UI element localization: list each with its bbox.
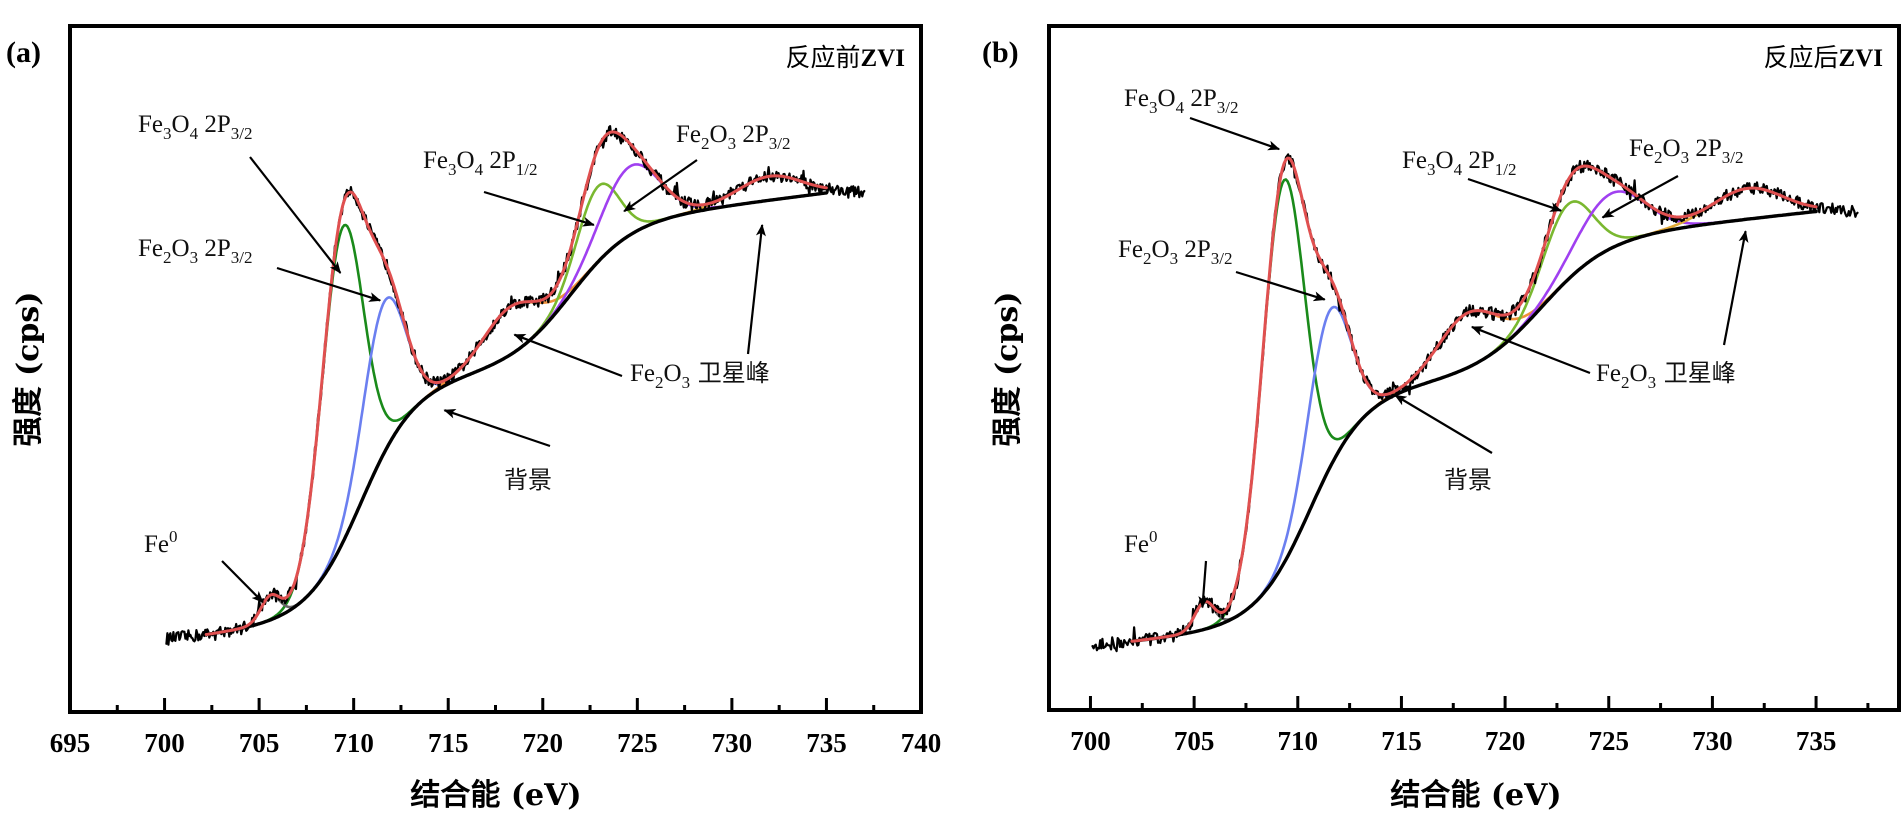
x-tick-label: 735 — [1796, 726, 1837, 756]
annotation-label-satellite: Fe2O3 卫星峰 — [630, 359, 770, 392]
annotation-arrow — [1722, 230, 1749, 346]
annotation-arrow — [276, 266, 382, 302]
annotation-arrow — [1601, 175, 1679, 219]
annotation-label-fe2o3_2p32: Fe2O3 2P3/2 — [1629, 135, 1743, 167]
raw-data-curve — [1091, 153, 1859, 653]
x-ticks-b: 700 705 710 715 720 725 730 735 — [1070, 696, 1870, 756]
annotation-arrow — [1189, 116, 1281, 151]
annotation-label-fe0: Fe0 — [1124, 527, 1158, 558]
annotation-arrow — [249, 156, 342, 274]
annotation-label-fe2o3_2p32: Fe2O3 2P3/2 — [138, 235, 252, 267]
annotation-label-fe3o4_2p32: Fe3O4 2P3/2 — [1124, 85, 1238, 117]
envelope-fit-curve — [204, 130, 828, 636]
x-tick-label: 715 — [1381, 726, 1422, 756]
panel-b: (b) 700 705 710 715 720 725 730 735 反应后ZVI 结合能 … — [982, 24, 1901, 813]
x-tick-label: 720 — [1485, 726, 1526, 756]
y-axis-title-a: 强度 (cps) — [11, 292, 46, 447]
annotation-arrow — [513, 333, 623, 378]
plot-area-b — [1091, 153, 1859, 653]
annotation-arrow — [1235, 270, 1326, 302]
component-curve-fe2o3-2p32-low — [1130, 210, 1818, 643]
component-curve-satellite — [1130, 210, 1818, 643]
annotation-label-fe2o3_2p32: Fe2O3 2P3/2 — [676, 121, 790, 153]
panel-title-b: 反应后ZVI — [1764, 43, 1883, 72]
annotation-arrow — [443, 408, 551, 448]
component-curve-satellite-2 — [1130, 186, 1818, 643]
component-curve-fe2o3-2p32-high — [1130, 190, 1818, 643]
x-tick-label: 700 — [1070, 726, 1111, 756]
annotations-a: Fe3O4 2P3/2 Fe2O3 2P3/2 Fe3O4 2P1/2 Fe2O3 2… — [138, 111, 790, 604]
x-ticks-a: 695 700 705 710 715 720 725 730 735 740 — [50, 698, 942, 758]
x-tick-label: 710 — [333, 728, 374, 758]
annotation-arrow — [1467, 177, 1563, 212]
annotation-label-fe3o4_2p12: Fe3O4 2P1/2 — [423, 147, 537, 179]
annotations-b: Fe3O4 2P3/2 Fe2O3 2P3/2 Fe3O4 2P1/2 Fe2O3 2… — [1118, 85, 1749, 609]
annotation-label-fe0: Fe0 — [144, 527, 178, 558]
annotation-arrow — [1394, 394, 1493, 454]
x-tick-label: 695 — [50, 728, 91, 758]
annotation-label-background: 背景 — [1444, 466, 1492, 494]
background-curve — [204, 191, 829, 637]
x-tick-label: 700 — [144, 728, 185, 758]
x-tick-label: 735 — [806, 728, 847, 758]
component-curve-fe3o4-2p12 — [1130, 200, 1818, 643]
x-tick-label: 705 — [1174, 726, 1215, 756]
panel-title-a: 反应前ZVI — [786, 43, 905, 72]
panel-a: (a) 695 700 705 710 715 720 725 730 735 740 反应前ZV… — [6, 24, 942, 813]
panel-label-a: (a) — [6, 36, 41, 69]
x-tick-label: 730 — [1692, 726, 1733, 756]
y-axis-title-b: 强度 (cps) — [990, 292, 1025, 447]
x-tick-label: 705 — [239, 728, 280, 758]
annotation-arrow — [1470, 325, 1591, 375]
annotation-arrow — [746, 223, 766, 355]
annotation-arrow — [221, 560, 264, 604]
annotation-arrow — [623, 159, 698, 213]
background-curve — [1130, 209, 1818, 643]
annotation-arrow — [483, 190, 595, 227]
plot-frame-b — [1047, 24, 1901, 712]
x-tick-label: 740 — [901, 728, 942, 758]
x-tick-label: 725 — [617, 728, 658, 758]
annotation-arrow — [1198, 560, 1209, 609]
x-axis-title-a: 结合能 (eV) — [410, 778, 581, 813]
x-tick-label: 725 — [1589, 726, 1630, 756]
x-tick-label: 710 — [1278, 726, 1319, 756]
component-curve-fe0 — [1130, 210, 1818, 643]
x-axis-title-b: 结合能 (eV) — [1390, 778, 1561, 813]
annotation-label-background: 背景 — [504, 466, 552, 494]
envelope-fit-curve — [1130, 156, 1818, 643]
annotation-label-fe3o4_2p32: Fe3O4 2P3/2 — [138, 111, 252, 143]
x-tick-label: 715 — [428, 728, 469, 758]
x-tick-label: 730 — [712, 728, 753, 758]
x-tick-label: 720 — [523, 728, 564, 758]
annotation-label-fe3o4_2p12: Fe3O4 2P1/2 — [1402, 147, 1516, 179]
component-curve-fe3o4-2p32 — [1130, 178, 1818, 643]
annotation-label-satellite: Fe2O3 卫星峰 — [1596, 359, 1736, 392]
panel-label-b: (b) — [982, 36, 1019, 69]
plot-area-a — [165, 125, 866, 646]
annotation-label-fe2o3_2p32: Fe2O3 2P3/2 — [1118, 236, 1232, 268]
